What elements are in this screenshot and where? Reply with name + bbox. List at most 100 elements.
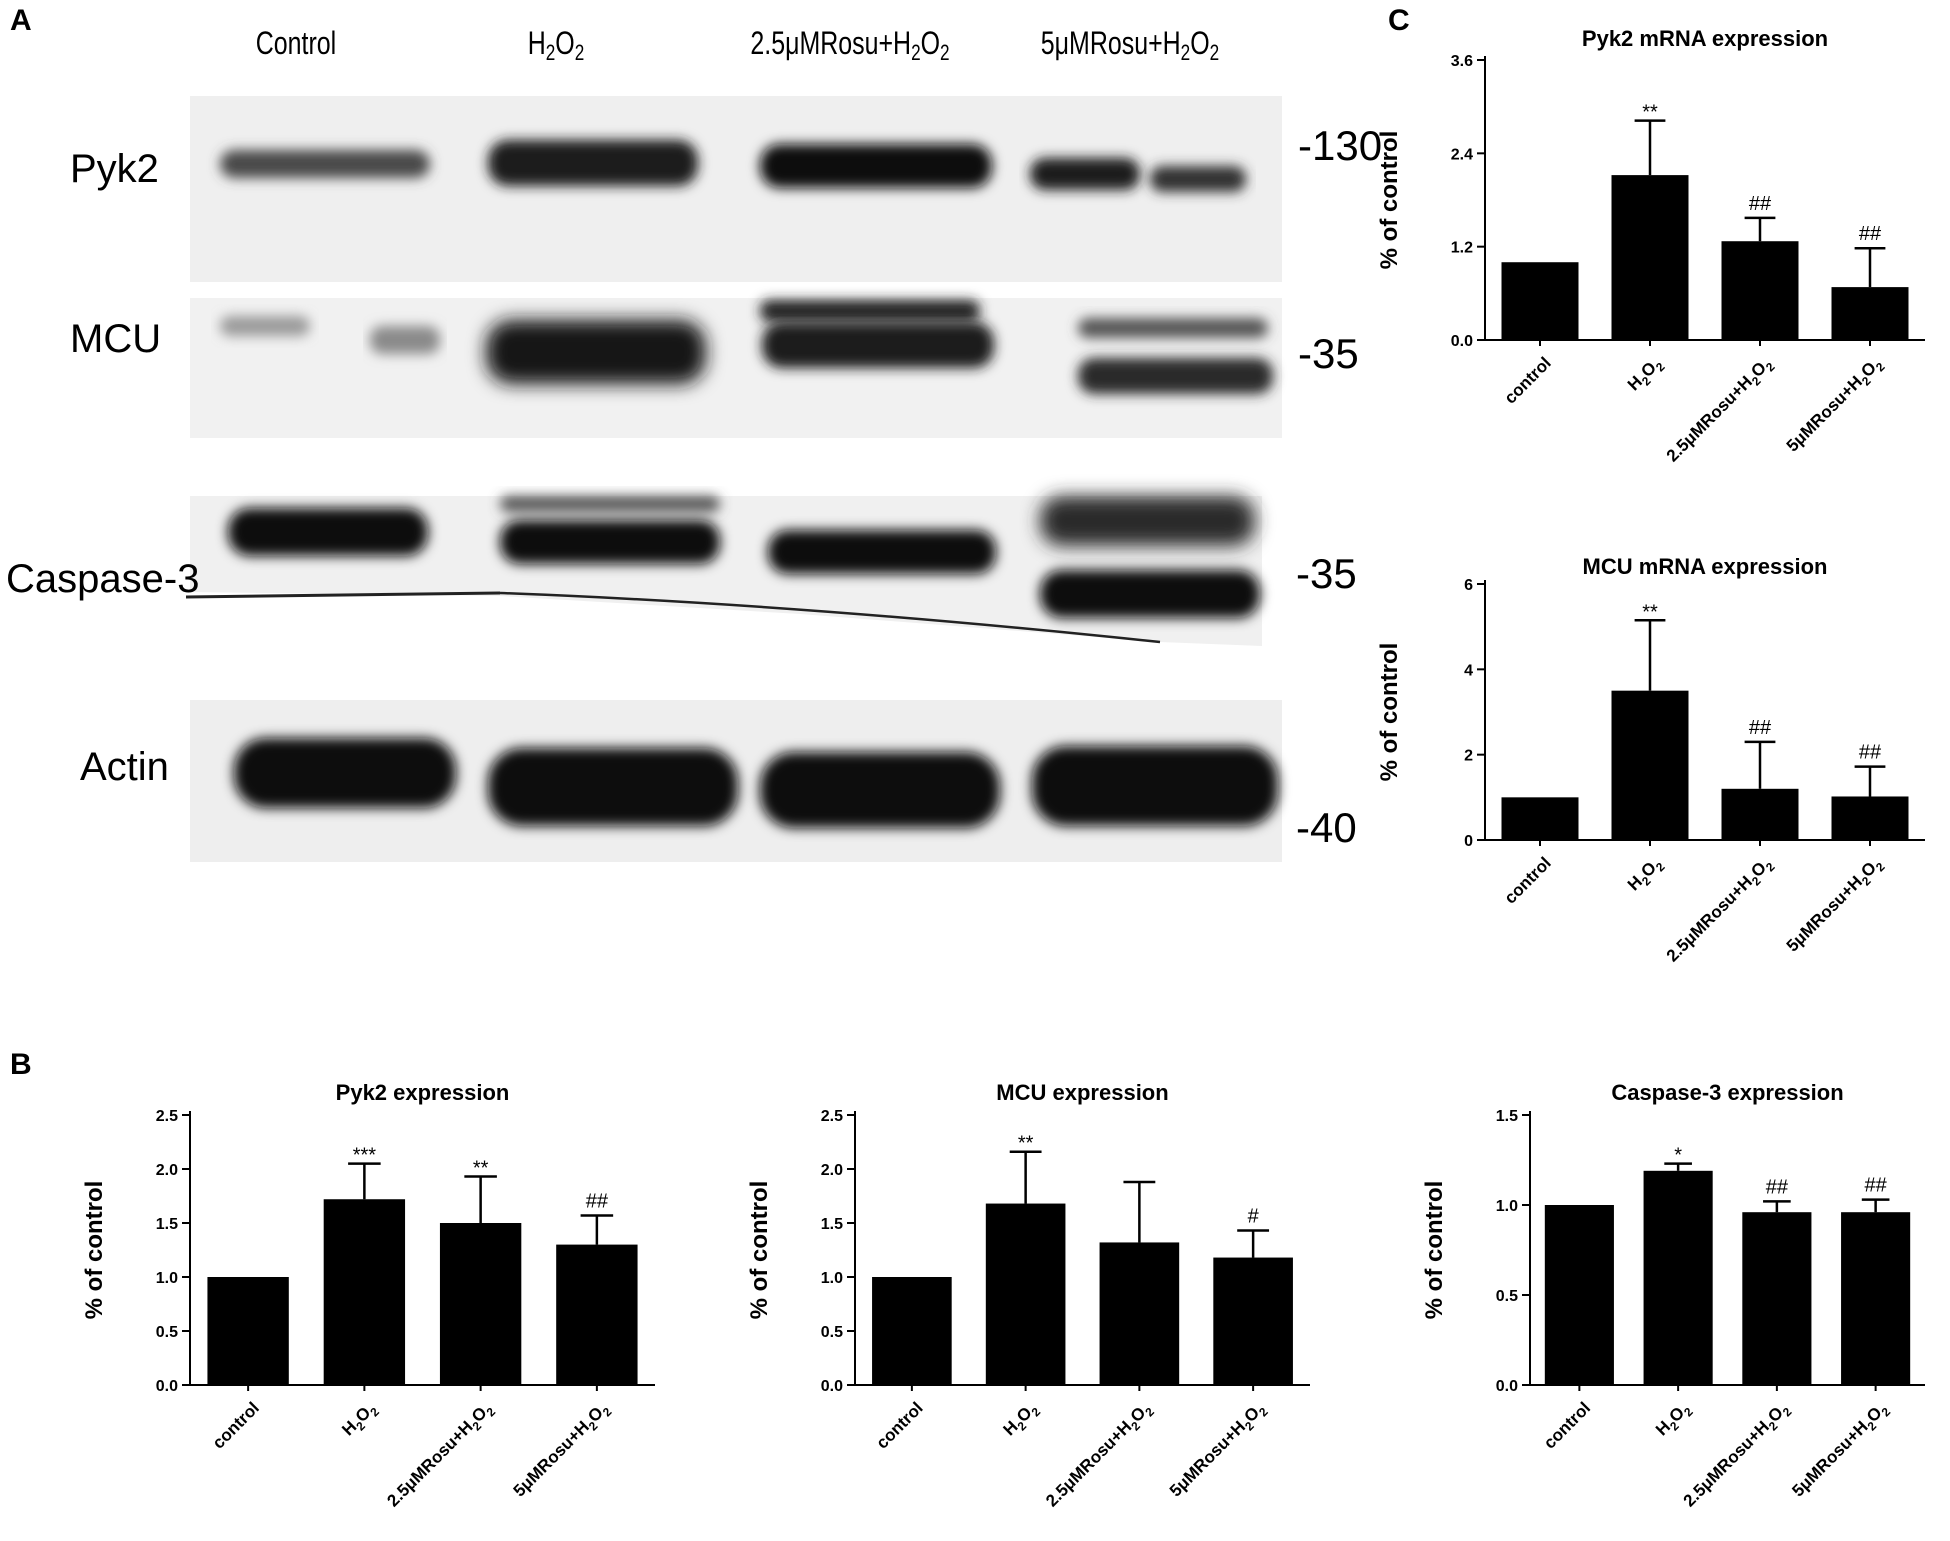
mcu-mrna-significance-1: ** bbox=[1642, 601, 1658, 623]
caspase3-protein-ytick-label-1: 0.5 bbox=[1496, 1288, 1518, 1305]
chart-mcu-mrna: MCU mRNA expression % of control 0 2 4 6 contr… bbox=[1376, 554, 1925, 968]
caspase3-protein-significance-3: ## bbox=[1865, 1175, 1888, 1197]
mcu-mrna-bar-1 bbox=[1611, 690, 1689, 840]
marker-130: -130 bbox=[1298, 122, 1382, 169]
caspase3-protein-title: Caspase-3 expression bbox=[1611, 1080, 1843, 1105]
mcu-protein-significance-1: ** bbox=[1018, 1133, 1034, 1155]
pyk2-mrna-significance-2: ## bbox=[1749, 193, 1772, 215]
pyk2-protein-bar-0 bbox=[207, 1277, 289, 1385]
mcu-protein-ytick-label-0: 0.0 bbox=[821, 1378, 843, 1395]
lane-header-1: H2O2 bbox=[528, 26, 585, 65]
pyk2-protein-significance-1: *** bbox=[353, 1145, 377, 1167]
band-label-pyk2: Pyk2 bbox=[70, 147, 159, 191]
mcu-mrna-category-label-1: H2O2 bbox=[1624, 853, 1668, 897]
pyk2-protein-ytick-label-5: 2.5 bbox=[156, 1108, 178, 1125]
pyk2-protein-category-label-3: 5μMRosu+H2O2 bbox=[510, 1398, 615, 1503]
pyk2-mrna-bar-0 bbox=[1501, 262, 1579, 340]
caspase3-protein-category-label-1: H2O2 bbox=[1652, 1398, 1696, 1442]
lane-header-2: 2.5μMRosu+H2O2 bbox=[750, 26, 949, 65]
mcu-protein-ytick-label-3: 1.5 bbox=[821, 1216, 843, 1233]
pyk2-protein-ytick-label-0: 0.0 bbox=[156, 1378, 178, 1395]
mcu-protein-category-label-0: control bbox=[873, 1398, 927, 1452]
caspase-membrane bbox=[190, 496, 1262, 646]
caspase3-protein-bar-2 bbox=[1742, 1212, 1812, 1385]
western-blot: Control H2O2 2.5μMRosu+H2O2 5μMRosu+H2O2 bbox=[6, 26, 1382, 862]
marker-40: -40 bbox=[1296, 804, 1357, 851]
mcu-protein-title: MCU expression bbox=[996, 1080, 1168, 1105]
mcu-mrna-ytick-label-3: 6 bbox=[1464, 577, 1473, 594]
band-label-mcu: MCU bbox=[70, 317, 161, 361]
actin-bands bbox=[234, 738, 1278, 828]
mcu-protein-category-label-2: 2.5μMRosu+H2O2 bbox=[1042, 1398, 1157, 1513]
mcu-protein-category-label-1: H2O2 bbox=[1000, 1398, 1044, 1442]
caspase3-protein-category-label-0: control bbox=[1540, 1398, 1594, 1452]
panel-label-a: A bbox=[10, 4, 32, 37]
pyk2-mrna-category-label-3: 5μMRosu+H2O2 bbox=[1783, 353, 1888, 458]
pyk2-mrna-category-label-1: H2O2 bbox=[1624, 353, 1668, 397]
pyk2-mrna-significance-3: ## bbox=[1859, 223, 1882, 245]
mcu-bands bbox=[220, 300, 1273, 394]
pyk2-mrna-ytick-label-2: 2.4 bbox=[1451, 146, 1473, 163]
pyk2-mrna-significance-1: ** bbox=[1642, 102, 1658, 124]
chart-caspase3-protein: Caspase-3 expression % of control 0.0 0.5 1.… bbox=[1421, 1080, 1925, 1510]
pyk2-protein-significance-3: ## bbox=[586, 1190, 609, 1212]
mcu-mrna-category-label-2: 2.5μMRosu+H2O2 bbox=[1663, 853, 1778, 968]
caspase3-protein-ytick-label-0: 0.0 bbox=[1496, 1378, 1518, 1395]
pyk2-protein-bar-1 bbox=[323, 1199, 406, 1385]
mcu-mrna-significance-2: ## bbox=[1749, 717, 1772, 739]
mcu-mrna-title: MCU mRNA expression bbox=[1583, 554, 1828, 579]
pyk2-protein-title: Pyk2 expression bbox=[336, 1080, 510, 1105]
pyk2-mrna-category-label-2: 2.5μMRosu+H2O2 bbox=[1663, 353, 1778, 468]
mcu-protein-y-axis-label: % of control bbox=[746, 1181, 773, 1320]
mcu-mrna-bar-3 bbox=[1831, 796, 1909, 840]
pyk2-protein-bar-2 bbox=[439, 1223, 522, 1385]
marker-35-mcu: -35 bbox=[1298, 330, 1359, 377]
mcu-protein-significance-3: # bbox=[1248, 1206, 1260, 1228]
mcu-protein-bar-2 bbox=[1099, 1242, 1180, 1385]
pyk2-protein-significance-2: ** bbox=[473, 1158, 489, 1180]
pyk2-mrna-bar-2 bbox=[1721, 241, 1799, 340]
pyk2-protein-ytick-label-4: 2.0 bbox=[156, 1162, 178, 1179]
mcu-mrna-ytick-label-2: 4 bbox=[1464, 662, 1473, 679]
caspase3-protein-significance-1: * bbox=[1674, 1145, 1682, 1167]
band-label-caspase3: Caspase-3 bbox=[6, 557, 199, 601]
chart-pyk2-protein: Pyk2 expression % of control 0.0 0.5 1.0 1.5 2… bbox=[81, 1080, 655, 1510]
caspase3-protein-bar-1 bbox=[1643, 1170, 1713, 1385]
mcu-protein-ytick-label-4: 2.0 bbox=[821, 1162, 843, 1179]
panel-label-b: B bbox=[10, 1048, 32, 1081]
pyk2-protein-y-axis-label: % of control bbox=[81, 1181, 108, 1320]
chart-mcu-protein: MCU expression % of control 0.0 0.5 1.0 1.5 2.… bbox=[746, 1080, 1310, 1513]
mcu-protein-bar-3 bbox=[1213, 1257, 1293, 1385]
caspase3-protein-category-label-3: 5μMRosu+H2O2 bbox=[1788, 1398, 1893, 1503]
mcu-mrna-bar-2 bbox=[1721, 788, 1799, 840]
mcu-mrna-category-label-3: 5μMRosu+H2O2 bbox=[1783, 853, 1888, 958]
pyk2-protein-category-label-0: control bbox=[209, 1398, 263, 1452]
pyk2-mrna-category-label-0: control bbox=[1501, 353, 1555, 407]
pyk2-mrna-ytick-label-0: 0.0 bbox=[1451, 333, 1473, 350]
pyk2-mrna-bar-1 bbox=[1611, 175, 1689, 340]
mcu-mrna-bar-0 bbox=[1501, 797, 1579, 840]
caspase3-protein-ytick-label-2: 1.0 bbox=[1496, 1198, 1518, 1215]
mcu-mrna-ytick-label-0: 0 bbox=[1464, 833, 1473, 850]
caspase3-protein-ytick-label-3: 1.5 bbox=[1496, 1108, 1518, 1125]
pyk2-mrna-ytick-label-1: 1.2 bbox=[1451, 240, 1473, 257]
mcu-protein-ytick-label-2: 1.0 bbox=[821, 1270, 843, 1287]
mcu-protein-ytick-label-5: 2.5 bbox=[821, 1108, 843, 1125]
mcu-mrna-y-axis-label: % of control bbox=[1376, 643, 1403, 782]
marker-35-caspase: -35 bbox=[1296, 550, 1357, 597]
pyk2-protein-bar-3 bbox=[556, 1244, 638, 1385]
mcu-mrna-ytick-label-1: 2 bbox=[1464, 748, 1473, 765]
caspase3-protein-bar-0 bbox=[1544, 1205, 1614, 1385]
pyk2-bands bbox=[220, 140, 1246, 192]
pyk2-mrna-title: Pyk2 mRNA expression bbox=[1582, 26, 1828, 51]
band-label-actin: Actin bbox=[80, 745, 169, 789]
mcu-protein-bar-0 bbox=[872, 1277, 952, 1385]
chart-pyk2-mrna: Pyk2 mRNA expression % of control 0.0 1.2 2.… bbox=[1376, 26, 1925, 468]
pyk2-protein-category-label-1: H2O2 bbox=[338, 1398, 382, 1442]
mcu-mrna-category-label-0: control bbox=[1501, 853, 1555, 907]
pyk2-mrna-bar-3 bbox=[1831, 287, 1909, 340]
pyk2-mrna-y-axis-label: % of control bbox=[1376, 131, 1403, 270]
mcu-protein-bar-1 bbox=[985, 1203, 1066, 1385]
mcu-protein-category-label-3: 5μMRosu+H2O2 bbox=[1166, 1398, 1271, 1503]
